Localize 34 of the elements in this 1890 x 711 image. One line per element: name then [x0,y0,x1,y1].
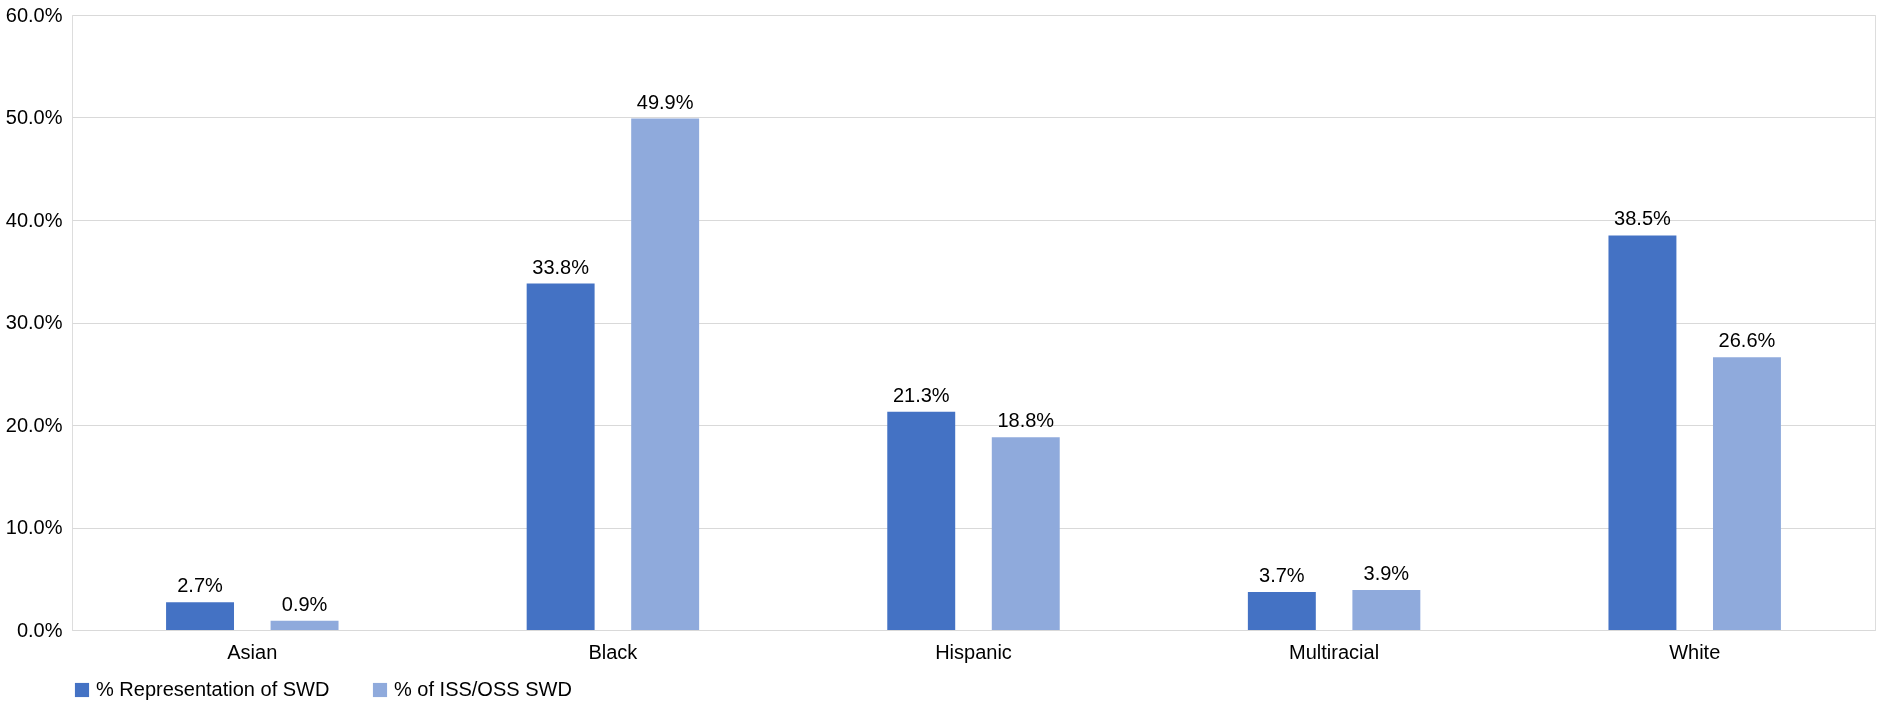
bar [526,283,595,630]
bar [991,437,1060,630]
y-tick-label: 40.0% [5,208,63,231]
bar [887,411,956,630]
legend-label: % Representation of SWD [96,678,330,700]
x-tick-label: Asian [227,640,278,663]
bar [1608,235,1677,630]
data-label: 49.9% [636,90,694,113]
y-tick-label: 20.0% [5,413,63,436]
data-label: 2.7% [177,574,224,597]
y-tick-label: 10.0% [5,516,63,538]
data-label: 3.9% [1363,562,1410,585]
x-tick-label: White [1669,640,1721,663]
x-tick-label: Hispanic [935,640,1012,663]
legend-label: % of ISS/OSS SWD [394,678,572,700]
bar [631,118,700,630]
data-label: 26.6% [1718,329,1776,352]
y-tick-label: 30.0% [5,311,63,333]
y-tick-label: 60.0% [5,3,63,26]
bar [166,602,235,630]
x-tick-label: Multiracial [1289,640,1380,663]
x-tick-label: Black [588,640,639,663]
y-tick-label: 50.0% [5,106,63,128]
bar [1247,592,1316,630]
bar [1712,357,1781,630]
bar [1352,590,1421,630]
y-tick-label: 0.0% [16,618,63,641]
data-label: 3.7% [1259,564,1305,587]
data-label: 38.5% [1614,207,1672,230]
bar [270,620,339,630]
data-label: 21.3% [892,383,950,406]
data-label: 33.8% [532,255,590,278]
data-label: 18.8% [997,409,1055,432]
data-label: 0.9% [281,592,328,615]
